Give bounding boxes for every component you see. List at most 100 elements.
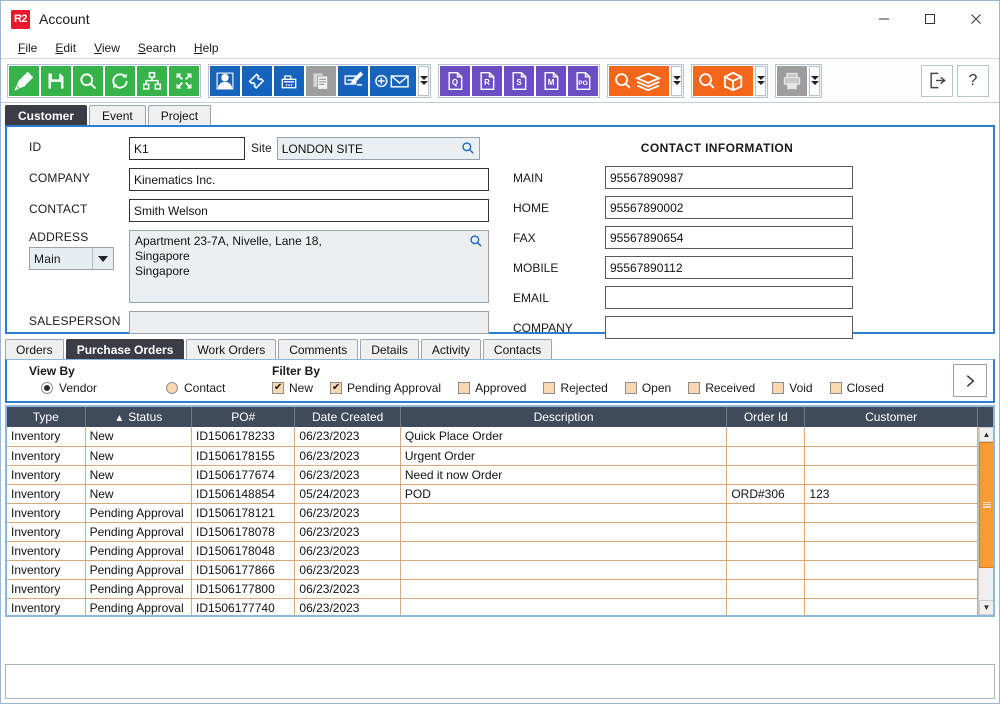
menu-item-file[interactable]: File bbox=[18, 40, 38, 55]
checkbox-received-box[interactable] bbox=[688, 382, 701, 394]
tab-comments[interactable]: Comments bbox=[278, 339, 359, 359]
help-icon[interactable]: ? bbox=[957, 64, 989, 97]
company-input[interactable] bbox=[129, 168, 489, 191]
broom-icon[interactable] bbox=[8, 64, 40, 97]
contact-email-input[interactable] bbox=[605, 286, 853, 309]
tab-activity[interactable]: Activity bbox=[420, 339, 481, 359]
address-textarea[interactable]: Apartment 23-7A, Nivelle, Lane 18, Singa… bbox=[129, 230, 489, 303]
checkbox-void[interactable]: Void bbox=[772, 381, 813, 395]
person-icon[interactable] bbox=[209, 64, 241, 97]
radio-vendor[interactable]: Vendor bbox=[41, 381, 166, 395]
table-row[interactable]: Inventory New ID1506148854 05/24/2023 PO… bbox=[7, 484, 993, 504]
edit-form-icon[interactable] bbox=[337, 64, 369, 97]
table-row[interactable]: Inventory Pending Approval ID1506178048 … bbox=[7, 541, 993, 561]
print-dropdown-icon[interactable] bbox=[809, 65, 820, 96]
ticket-icon[interactable] bbox=[241, 64, 273, 97]
table-row[interactable]: Inventory Pending Approval ID1506177866 … bbox=[7, 560, 993, 580]
scroll-up-icon[interactable]: ▲ bbox=[979, 427, 993, 442]
tab-orders[interactable]: Orders bbox=[5, 339, 64, 359]
table-row[interactable]: Inventory New ID1506177674 06/23/2023 Ne… bbox=[7, 465, 993, 485]
table-row[interactable]: Inventory Pending Approval ID1506178078 … bbox=[7, 522, 993, 542]
checkbox-closed[interactable]: Closed bbox=[829, 381, 884, 395]
salesperson-input[interactable] bbox=[129, 311, 489, 334]
item-search-dropdown-icon[interactable] bbox=[755, 65, 766, 96]
contact-mobile-input[interactable] bbox=[605, 256, 853, 279]
address-search-icon[interactable] bbox=[469, 234, 483, 252]
save-icon[interactable] bbox=[40, 64, 72, 97]
radio-vendor-dot[interactable] bbox=[41, 382, 53, 394]
table-row[interactable]: Inventory Pending Approval ID1506177800 … bbox=[7, 579, 993, 599]
menu-item-view[interactable]: View bbox=[94, 40, 120, 55]
tab-event[interactable]: Event bbox=[89, 105, 146, 125]
register-icon[interactable] bbox=[273, 64, 305, 97]
checkbox-pending-approval-box[interactable] bbox=[330, 382, 343, 394]
id-input[interactable] bbox=[129, 137, 245, 160]
column-header-order-id[interactable]: Order Id bbox=[726, 407, 806, 427]
table-row[interactable]: Inventory Pending Approval ID1506178121 … bbox=[7, 503, 993, 523]
column-header-type[interactable]: Type bbox=[7, 407, 86, 427]
site-input[interactable] bbox=[276, 137, 480, 160]
search-layers-icon[interactable] bbox=[608, 64, 670, 97]
search-icon[interactable] bbox=[72, 64, 104, 97]
tab-purchase-orders[interactable]: Purchase Orders bbox=[65, 339, 185, 359]
contact-company-input[interactable] bbox=[605, 316, 853, 339]
menu-item-edit[interactable]: Edit bbox=[55, 40, 77, 55]
tab-details[interactable]: Details bbox=[360, 339, 419, 359]
checkbox-pending-approval[interactable]: Pending Approval bbox=[330, 381, 441, 395]
close-icon[interactable] bbox=[953, 1, 999, 37]
checkbox-approved[interactable]: Approved bbox=[458, 381, 526, 395]
checkbox-closed-box[interactable] bbox=[829, 382, 842, 394]
document-r-icon[interactable]: R bbox=[471, 64, 503, 97]
address-type-select[interactable]: Main bbox=[29, 247, 114, 270]
checkbox-void-box[interactable] bbox=[772, 382, 785, 394]
tab-contacts[interactable]: Contacts bbox=[482, 339, 553, 359]
column-header-po[interactable]: PO# bbox=[191, 407, 296, 427]
records-dropdown-icon[interactable] bbox=[418, 65, 429, 96]
radio-contact-dot[interactable] bbox=[166, 382, 178, 394]
table-vertical-scrollbar[interactable]: ▲ ▼ bbox=[978, 427, 993, 615]
refresh-icon[interactable] bbox=[104, 64, 136, 97]
maximize-icon[interactable] bbox=[907, 1, 953, 37]
radio-contact[interactable]: Contact bbox=[166, 381, 225, 395]
document-m-icon[interactable]: M bbox=[535, 64, 567, 97]
table-row[interactable]: Inventory Pending Approval ID1506177740 … bbox=[7, 598, 993, 615]
document-s-icon[interactable]: S bbox=[503, 64, 535, 97]
tab-customer[interactable]: Customer bbox=[5, 105, 88, 125]
expand-icon[interactable] bbox=[168, 64, 200, 97]
table-row[interactable]: Inventory New ID1506178233 06/23/2023 Qu… bbox=[7, 427, 993, 447]
contact-input[interactable] bbox=[129, 199, 489, 222]
checkbox-open[interactable]: Open bbox=[624, 381, 671, 395]
chevron-down-icon[interactable] bbox=[92, 248, 113, 269]
document-po-icon[interactable]: PO bbox=[567, 64, 599, 97]
checkbox-rejected-box[interactable] bbox=[543, 382, 556, 394]
tab-work-orders[interactable]: Work Orders bbox=[186, 339, 277, 359]
contact-home-input[interactable] bbox=[605, 196, 853, 219]
site-search-icon[interactable] bbox=[461, 141, 475, 158]
table-row[interactable]: Inventory New ID1506178155 06/23/2023 Ur… bbox=[7, 446, 993, 466]
checkbox-received[interactable]: Received bbox=[688, 381, 755, 395]
checkbox-approved-box[interactable] bbox=[458, 382, 471, 394]
tab-project[interactable]: Project bbox=[147, 105, 212, 125]
menu-item-help[interactable]: Help bbox=[193, 40, 219, 55]
exit-icon[interactable] bbox=[921, 64, 953, 97]
menu-item-search[interactable]: Search bbox=[137, 40, 176, 55]
checkbox-new[interactable]: New bbox=[272, 381, 313, 395]
hierarchy-icon[interactable] bbox=[136, 64, 168, 97]
column-header-customer[interactable]: Customer bbox=[804, 407, 978, 427]
search-box-icon[interactable] bbox=[692, 64, 754, 97]
column-header-date-created[interactable]: Date Created bbox=[294, 407, 401, 427]
contact-fax-input[interactable] bbox=[605, 226, 853, 249]
add-mail-icon[interactable] bbox=[369, 64, 417, 97]
scrollbar-thumb[interactable] bbox=[979, 442, 993, 568]
column-header-description[interactable]: Description bbox=[400, 407, 728, 427]
checkbox-new-box[interactable] bbox=[272, 382, 284, 394]
contact-main-input[interactable] bbox=[605, 166, 853, 189]
checkbox-open-box[interactable] bbox=[624, 382, 637, 394]
document-q-icon[interactable]: Q bbox=[439, 64, 471, 97]
stock-search-dropdown-icon[interactable] bbox=[671, 65, 682, 96]
scroll-down-icon[interactable]: ▼ bbox=[979, 600, 993, 615]
next-button[interactable] bbox=[953, 364, 987, 397]
column-header-status[interactable]: ▲ Status bbox=[85, 407, 193, 427]
checkbox-rejected[interactable]: Rejected bbox=[543, 381, 608, 395]
minimize-icon[interactable] bbox=[861, 1, 907, 37]
